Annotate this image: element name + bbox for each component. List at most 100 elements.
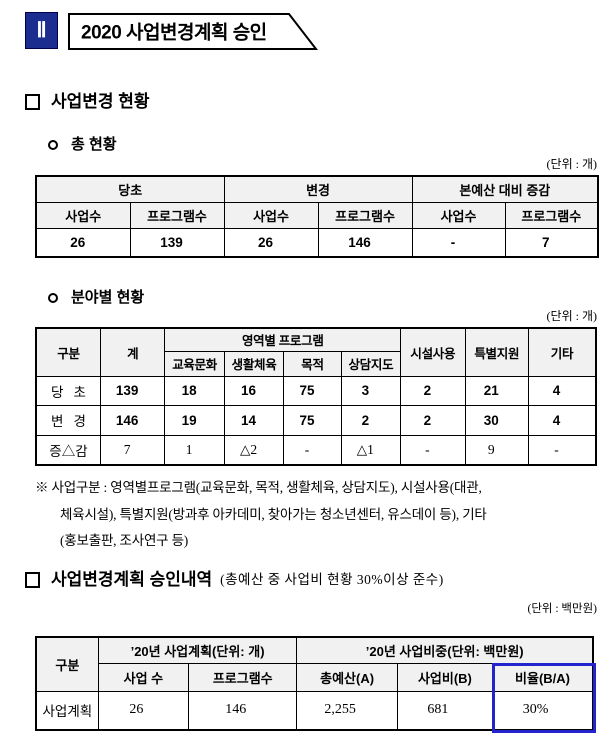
document-header: Ⅱ 2020 사업변경계획 승인 (25, 12, 600, 50)
unit-label-3: (단위 : 백만원) (527, 602, 597, 615)
document-title-box: 2020 사업변경계획 승인 (68, 12, 318, 50)
cell-value: 681 (396, 691, 494, 730)
row-label: 증△감 (35, 434, 101, 466)
footnote-line: (홍보출판, 조사연구 등) (60, 533, 189, 548)
cell-value: - (411, 227, 506, 258)
cell-value: 146 (99, 404, 166, 436)
column-header: 프로그램수 (504, 201, 599, 229)
column-header: 총예산(A) (296, 663, 398, 692)
column-header: 사업 수 (97, 663, 190, 692)
cell-value: - (400, 434, 466, 466)
document-title: 2020 사업변경계획 승인 (81, 22, 267, 43)
square-bullet-icon (25, 94, 40, 110)
table-row: 구분 ’20년 사업계획(단위: 개) ’20년 사업비중(단위: 백만원) (35, 636, 594, 692)
subsection-field-title: 분야별 현황 (71, 289, 145, 306)
table-row: 교육문화 생활체육 목적 상담지도 (36, 350, 596, 377)
column-header-facility: 시설사용 (400, 327, 466, 377)
table-row: 당 초 139 18 16 75 3 2 21 4 (35, 375, 597, 406)
cell-value: △1 (340, 434, 402, 466)
cell-value: 75 (283, 404, 342, 436)
subsection-total-heading: 총 현황 (48, 134, 600, 155)
subsection-field-heading: 분야별 현황 (48, 287, 600, 308)
group-header-programs: 영역별 프로그램 (164, 327, 402, 352)
cell-value: 2 (400, 375, 466, 406)
row-label: 변 경 (35, 404, 101, 436)
column-header-special: 특별지원 (464, 327, 529, 377)
unit-label-2: (단위 : 개) (546, 309, 597, 323)
cell-value: 7 (504, 227, 599, 258)
footnote: ※ 사업구분 : 영역별프로그램(교육문화, 목적, 생활체육, 상담지도), … (35, 475, 597, 555)
cell-value: 14 (223, 404, 285, 436)
approval-table-wrapper: 구분 ’20년 사업계획(단위: 개) ’20년 사업비중(단위: 백만원) 사… (35, 635, 596, 733)
cell-value: 4 (527, 404, 597, 436)
cell-value: 146 (188, 691, 298, 730)
column-header: 상담지도 (340, 350, 402, 377)
cell-value: 30 (464, 404, 529, 436)
cell-value: 2,255 (296, 691, 398, 730)
cell-value: 3 (340, 375, 402, 406)
cell-value: 2 (400, 404, 466, 436)
column-header: 사업수 (35, 201, 131, 229)
table-row: 사업 수 프로그램수 총예산(A) 사업비(B) 비율(B/A) (36, 663, 594, 692)
cell-value: 26 (97, 691, 190, 730)
group-header-budget: ’20년 사업비중(단위: 백만원) (296, 636, 594, 664)
section2-title: 사업변경계획 승인내역 (51, 569, 213, 589)
cell-value: 2 (340, 404, 402, 436)
footnote-line: 체육시설), 특별지원(방과후 아카데미, 찾아가는 청소년센터, 유스데이 등… (60, 506, 487, 522)
field-status-table: 구분 계 영역별 프로그램 시설사용 특별지원 기타 교육문화 생활체육 목적 … (35, 327, 597, 466)
table-row: 26 139 26 146 - 7 (35, 227, 599, 258)
table-row: 사업계획 26 146 2,255 681 30% (35, 691, 594, 730)
cell-value: - (527, 434, 597, 466)
section-number-badge: Ⅱ (25, 12, 58, 49)
cell-value: △2 (223, 434, 285, 466)
cell-value-ratio: 30% (492, 691, 594, 730)
title-outline-shape (68, 13, 318, 50)
column-header-gubun: 구분 (35, 636, 99, 692)
cell-value: 146 (317, 227, 413, 258)
table-row: 증△감 7 1 △2 - △1 - 9 - (35, 434, 597, 466)
cell-value: 9 (464, 434, 529, 466)
section2-heading: 사업변경계획 승인내역 (총예산 중 사업비 현황 30%이상 준수) (25, 568, 600, 592)
section2-subtitle: (총예산 중 사업비 현황 30%이상 준수) (220, 571, 444, 587)
cell-value: 18 (164, 375, 225, 406)
circle-bullet-icon (48, 292, 58, 303)
table-row: 당초 변경 본예산 대비 증감 (35, 175, 599, 203)
subsection-total-title: 총 현황 (71, 136, 117, 153)
group-header-danchoe: 당초 (35, 175, 225, 203)
column-header: 사업수 (223, 201, 319, 229)
cell-value: 1 (164, 434, 225, 466)
section1-title: 사업변경 현황 (51, 92, 150, 111)
column-header-gubun: 구분 (35, 327, 101, 377)
column-header: 프로그램수 (129, 201, 225, 229)
cell-value: 16 (223, 375, 285, 406)
table-row: 구분 계 영역별 프로그램 시설사용 특별지원 기타 (35, 327, 597, 377)
cell-value: 26 (35, 227, 131, 258)
column-header: 사업비(B) (396, 663, 494, 692)
approval-detail-table: 구분 ’20년 사업계획(단위: 개) ’20년 사업비중(단위: 백만원) 사… (35, 635, 594, 731)
column-header: 사업수 (411, 201, 506, 229)
column-header: 프로그램수 (317, 201, 413, 229)
square-bullet-icon (25, 571, 40, 588)
column-header: 생활체육 (223, 350, 285, 377)
group-header-plan: ’20년 사업계획(단위: 개) (97, 636, 298, 664)
unit-label-1: (단위 : 개) (546, 157, 597, 171)
circle-bullet-icon (48, 139, 58, 150)
cell-value: 75 (283, 375, 342, 406)
row-label: 사업계획 (35, 691, 99, 730)
table-row: 사업수 프로그램수 사업수 프로그램수 사업수 프로그램수 (35, 201, 599, 229)
cell-value: 19 (164, 404, 225, 436)
column-header-etc: 기타 (527, 327, 597, 377)
row-label: 당 초 (35, 375, 101, 406)
footnote-line: ※ 사업구분 : 영역별프로그램(교육문화, 목적, 생활체육, 상담지도), … (35, 480, 482, 495)
cell-value: - (283, 434, 342, 466)
column-header: 목적 (283, 350, 342, 377)
cell-value: 139 (129, 227, 225, 258)
cell-value: 7 (99, 434, 166, 466)
column-header: 프로그램수 (188, 663, 298, 692)
column-header: 교육문화 (164, 350, 225, 377)
section1-heading: 사업변경 현황 (25, 90, 600, 114)
table-row: 변 경 146 19 14 75 2 2 30 4 (35, 404, 597, 436)
cell-value: 139 (99, 375, 166, 406)
group-header-byeongyeong: 변경 (223, 175, 413, 203)
cell-value: 4 (527, 375, 597, 406)
